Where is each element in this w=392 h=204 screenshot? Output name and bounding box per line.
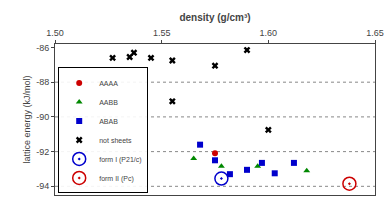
svg-text:not sheets: not sheets bbox=[99, 137, 132, 144]
svg-text:-92: -92 bbox=[36, 147, 49, 157]
svg-text:-86: -86 bbox=[36, 43, 49, 53]
svg-text:AAAA: AAAA bbox=[99, 80, 118, 87]
svg-text:1.50: 1.50 bbox=[46, 28, 64, 38]
svg-text:-90: -90 bbox=[36, 112, 49, 122]
svg-text:1.65: 1.65 bbox=[366, 28, 384, 38]
svg-text:density (g/cm³): density (g/cm³) bbox=[179, 12, 250, 23]
svg-text:-94: -94 bbox=[36, 181, 49, 191]
svg-text:form I (P21/c): form I (P21/c) bbox=[99, 156, 141, 164]
svg-text:form II (Pc): form II (Pc) bbox=[99, 175, 134, 183]
svg-text:1.55: 1.55 bbox=[153, 28, 171, 38]
svg-text:-88: -88 bbox=[36, 77, 49, 87]
svg-text:lattice energy (kJ/mol): lattice energy (kJ/mol) bbox=[22, 75, 32, 163]
svg-text:1.60: 1.60 bbox=[260, 28, 278, 38]
svg-text:AABB: AABB bbox=[99, 99, 118, 106]
svg-text:ABAB: ABAB bbox=[99, 118, 118, 125]
